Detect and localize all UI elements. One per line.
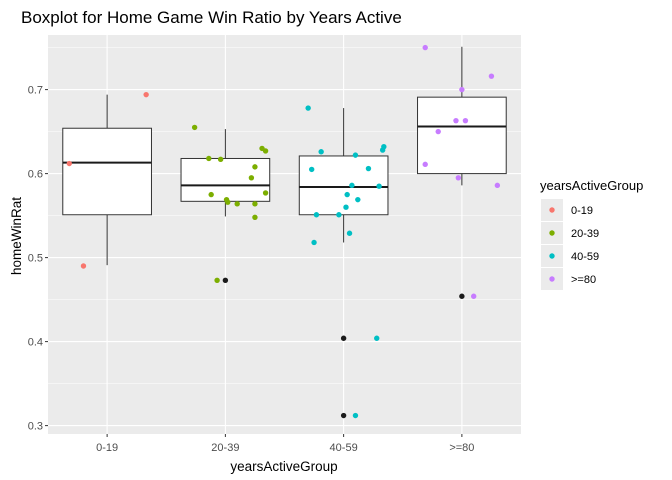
data-point — [344, 191, 350, 198]
box — [417, 96, 507, 175]
y-tick-label: 0.3 — [28, 421, 43, 433]
data-point — [66, 160, 72, 167]
x-tick-label: 0-19 — [96, 442, 118, 454]
data-point — [318, 149, 324, 155]
x-tick-label: 40-59 — [330, 442, 358, 454]
data-point — [217, 156, 224, 163]
legend-label: 20-39 — [571, 228, 599, 240]
data-point — [422, 161, 428, 168]
data-point — [346, 230, 353, 236]
data-point — [422, 44, 428, 51]
data-point — [248, 175, 255, 181]
x-tick-label: 20-39 — [211, 442, 239, 454]
legend-item: 40-59 — [541, 245, 599, 267]
data-point — [374, 335, 380, 341]
legend-label: 40-59 — [571, 251, 599, 263]
data-point — [143, 91, 149, 98]
data-point — [80, 263, 87, 269]
box — [62, 127, 152, 216]
data-point — [459, 86, 465, 93]
legend-point — [549, 276, 555, 282]
legend-point — [549, 230, 555, 236]
data-point — [488, 73, 495, 79]
data-point — [252, 214, 258, 220]
legend-item: >=80 — [541, 268, 596, 290]
data-point — [349, 182, 355, 189]
axes: 0.3 0.4 0.5 0.6 0.7 0-19 20-39 40-59 >=80 — [28, 85, 475, 454]
data-point — [252, 201, 258, 207]
legend-item: 20-39 — [541, 222, 599, 244]
outlier-point — [340, 335, 347, 341]
data-point — [252, 164, 258, 170]
jitter-points — [66, 44, 501, 419]
legend: yearsActiveGroup 0-19 20-39 40-59 >=80 — [540, 178, 643, 290]
chart-title: Boxplot for Home Game Win Ratio by Years… — [21, 8, 402, 27]
data-point — [455, 175, 462, 181]
legend-title: yearsActiveGroup — [540, 178, 643, 193]
x-axis-title: yearsActiveGroup — [230, 459, 337, 474]
data-point — [336, 212, 342, 218]
y-axis-title: homeWinRat — [9, 197, 24, 275]
x-tick-label: >=80 — [449, 442, 474, 454]
data-point — [262, 148, 269, 154]
data-point — [214, 277, 220, 283]
legend-label: >=80 — [571, 274, 596, 286]
outlier-point — [340, 412, 347, 419]
data-point — [355, 196, 361, 203]
data-point — [381, 144, 387, 150]
boxplot — [417, 46, 507, 299]
y-tick-label: 0.7 — [28, 85, 43, 97]
data-point — [352, 412, 359, 419]
y-tick-label: 0.4 — [28, 337, 43, 349]
y-tick-label: 0.5 — [28, 253, 43, 265]
data-point — [462, 117, 469, 124]
data-point — [311, 239, 317, 246]
outlier-point — [459, 293, 465, 299]
data-point — [223, 196, 230, 203]
data-point — [262, 190, 269, 196]
outlier-point — [222, 277, 229, 283]
data-point — [453, 117, 459, 124]
data-point — [234, 201, 240, 207]
boxplots — [62, 46, 507, 419]
data-point — [308, 166, 315, 173]
data-point — [313, 212, 320, 218]
data-point — [376, 183, 382, 189]
legend-point — [549, 207, 555, 213]
box — [298, 155, 389, 216]
data-point — [191, 124, 198, 131]
boxplot — [62, 94, 152, 266]
data-point — [343, 204, 349, 210]
data-point — [365, 165, 372, 172]
boxplot — [298, 108, 389, 419]
data-point — [208, 191, 214, 198]
data-point — [305, 105, 311, 111]
legend-item: 0-19 — [541, 199, 593, 221]
data-point — [352, 152, 359, 158]
data-point — [494, 182, 501, 189]
legend-point — [549, 253, 555, 259]
data-point — [206, 155, 212, 162]
y-tick-label: 0.6 — [28, 169, 43, 181]
data-point — [435, 128, 441, 135]
data-point — [471, 293, 477, 299]
plot-panel — [48, 35, 521, 434]
legend-label: 0-19 — [571, 205, 593, 217]
